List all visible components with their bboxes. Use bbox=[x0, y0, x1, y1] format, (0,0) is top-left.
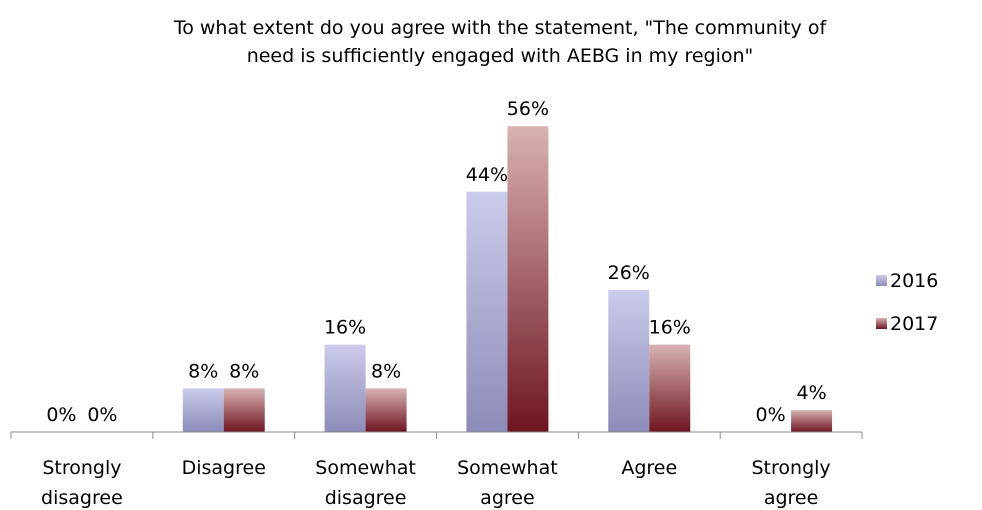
legend-swatch-2017 bbox=[876, 318, 887, 329]
data-label-2017-0: 0% bbox=[87, 404, 117, 426]
bar-2016-2 bbox=[324, 344, 366, 432]
data-label-2017-1: 8% bbox=[229, 360, 259, 382]
data-label-2017-2: 8% bbox=[371, 360, 401, 382]
data-label-2017-5: 4% bbox=[797, 382, 827, 404]
data-label-2016-0: 0% bbox=[46, 404, 76, 426]
data-label-2017-4: 16% bbox=[649, 317, 691, 339]
x-tick-label-1: Disagree bbox=[182, 457, 266, 479]
x-tick-label-2: Somewhat disagree bbox=[315, 457, 416, 509]
data-label-2016-4: 26% bbox=[608, 262, 650, 284]
x-tick-label-0: Strongly disagree bbox=[41, 457, 123, 509]
chart-title-line-1: To what extent do you agree with the sta… bbox=[173, 17, 827, 39]
bar-2017-2 bbox=[365, 388, 407, 432]
data-labels-layer: 0%8%16%44%26%0%0%8% 8%56%16%4% bbox=[46, 98, 826, 426]
bar-2017-3 bbox=[507, 126, 549, 433]
chart-title-line-2: need is sufficiently engaged with AEBG i… bbox=[246, 45, 754, 67]
bar-2016-1 bbox=[182, 388, 224, 432]
legend-label-2017: 2017 bbox=[890, 313, 938, 335]
bar-2017-4 bbox=[649, 344, 691, 432]
x-axis: Strongly disagree Disagree Somewhat disagree… bbox=[10, 431, 863, 509]
bar-2016-3 bbox=[466, 191, 508, 432]
legend: 2016 2017 bbox=[876, 270, 938, 335]
x-tick-label-3: Somewhat agree bbox=[457, 457, 558, 509]
chart-title: To what extent do you agree with the sta… bbox=[60, 14, 940, 70]
x-tick-label-5: Strongly agree bbox=[752, 457, 831, 509]
legend-swatch-2016 bbox=[876, 275, 887, 286]
bar-2016-4 bbox=[608, 290, 650, 432]
data-label-2016-1: 8% bbox=[188, 360, 218, 382]
data-label-2016-5: 0% bbox=[756, 404, 786, 426]
data-label-2016-2: 16% bbox=[324, 317, 366, 339]
legend-label-2016: 2016 bbox=[890, 270, 938, 292]
x-tick-label-4: Agree bbox=[621, 457, 677, 479]
data-label-2016-3: 44% bbox=[466, 164, 508, 186]
bar-2017-5 bbox=[791, 410, 833, 432]
data-label-2017-3: 56% bbox=[507, 98, 549, 120]
bars-layer bbox=[182, 126, 833, 433]
bar-2017-1 bbox=[223, 388, 265, 432]
